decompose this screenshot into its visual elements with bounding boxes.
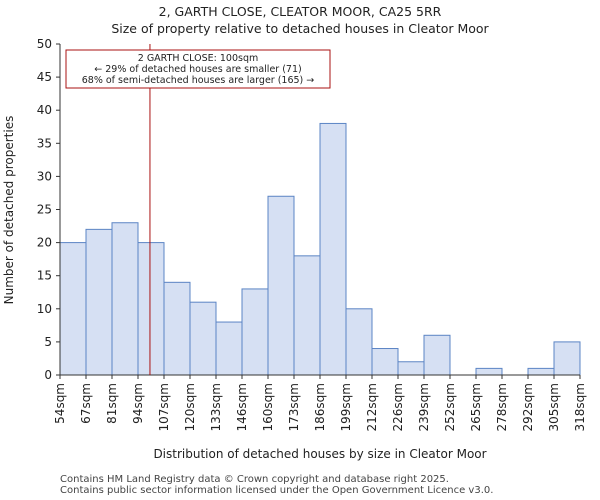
x-tick-label: 252sqm bbox=[443, 383, 457, 431]
histogram-bar bbox=[59, 242, 87, 376]
chart-title: 2, GARTH CLOSE, CLEATOR MOOR, CA25 5RR bbox=[158, 4, 442, 19]
x-tick-label: 94sqm bbox=[131, 383, 145, 424]
x-tick-label: 107sqm bbox=[157, 383, 171, 431]
x-tick-label: 239sqm bbox=[417, 383, 431, 431]
footer-copyright: Contains HM Land Registry data © Crown c… bbox=[60, 474, 449, 485]
y-axis-label: Number of detached properties bbox=[2, 116, 16, 305]
x-tick-label: 186sqm bbox=[313, 383, 327, 431]
x-tick-label: 305sqm bbox=[547, 383, 561, 431]
histogram-bar bbox=[371, 348, 399, 376]
histogram-bar bbox=[267, 195, 295, 376]
annotation-box bbox=[65, 49, 331, 89]
histogram-bar bbox=[241, 288, 269, 376]
x-tick-label: 54sqm bbox=[53, 383, 67, 424]
histogram-bar bbox=[111, 222, 139, 376]
y-tick-label: 15 bbox=[37, 269, 52, 283]
x-tick-label: 146sqm bbox=[235, 383, 249, 431]
y-tick-label: 45 bbox=[37, 70, 52, 84]
x-tick-label: 81sqm bbox=[105, 383, 119, 424]
x-tick-label: 173sqm bbox=[287, 383, 301, 431]
histogram-bar bbox=[397, 361, 425, 376]
y-tick-label: 40 bbox=[37, 103, 52, 117]
histogram-bar bbox=[163, 281, 191, 376]
histogram-bar bbox=[215, 321, 243, 376]
x-tick-label: 160sqm bbox=[261, 383, 275, 431]
x-tick-label: 278sqm bbox=[495, 383, 509, 431]
x-tick-label: 318sqm bbox=[573, 383, 587, 431]
chart-subtitle: Size of property relative to detached ho… bbox=[111, 21, 489, 36]
x-tick-label: 226sqm bbox=[391, 383, 405, 431]
y-tick-label: 35 bbox=[37, 136, 52, 150]
x-tick-label: 133sqm bbox=[209, 383, 223, 431]
x-axis-label: Distribution of detached houses by size … bbox=[153, 447, 486, 461]
histogram-bar bbox=[345, 308, 373, 376]
y-tick-label: 20 bbox=[37, 236, 52, 250]
x-tick-label: 212sqm bbox=[365, 383, 379, 431]
histogram-bar bbox=[423, 334, 451, 376]
histogram-bar bbox=[137, 242, 165, 376]
histogram-bar bbox=[85, 228, 113, 376]
histogram-bar bbox=[527, 367, 555, 376]
histogram-bar bbox=[319, 122, 347, 376]
y-tick-label: 10 bbox=[37, 302, 52, 316]
histogram-bar bbox=[553, 341, 581, 376]
x-tick-label: 120sqm bbox=[183, 383, 197, 431]
annotation-line: 68% of semi-detached houses are larger (… bbox=[82, 75, 315, 86]
x-tick-label: 265sqm bbox=[469, 383, 483, 431]
annotation-line: 2 GARTH CLOSE: 100sqm bbox=[138, 53, 259, 64]
x-tick-label: 292sqm bbox=[521, 383, 535, 431]
y-tick-label: 50 bbox=[37, 37, 52, 51]
histogram-bar bbox=[189, 301, 217, 376]
footer-licence: Contains public sector information licen… bbox=[60, 485, 494, 496]
y-tick-label: 5 bbox=[44, 335, 52, 349]
histogram-bar bbox=[475, 367, 503, 376]
y-tick-label: 30 bbox=[37, 169, 52, 183]
x-tick-label: 67sqm bbox=[79, 383, 93, 424]
x-tick-label: 199sqm bbox=[339, 383, 353, 431]
annotation-line: ← 29% of detached houses are smaller (71… bbox=[94, 64, 301, 75]
y-tick-label: 0 bbox=[44, 368, 52, 382]
y-tick-label: 25 bbox=[37, 203, 52, 217]
histogram-bar bbox=[293, 255, 321, 376]
